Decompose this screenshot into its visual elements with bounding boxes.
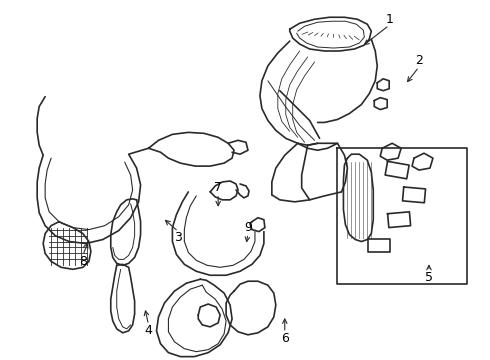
Text: 6: 6 — [281, 332, 289, 345]
Text: 4: 4 — [145, 324, 152, 337]
Text: 8: 8 — [79, 255, 87, 268]
Text: 5: 5 — [425, 271, 433, 284]
Text: 3: 3 — [174, 231, 182, 244]
Text: 1: 1 — [385, 13, 393, 26]
Text: 7: 7 — [214, 181, 222, 194]
Text: 2: 2 — [415, 54, 423, 67]
Text: 9: 9 — [244, 221, 252, 234]
